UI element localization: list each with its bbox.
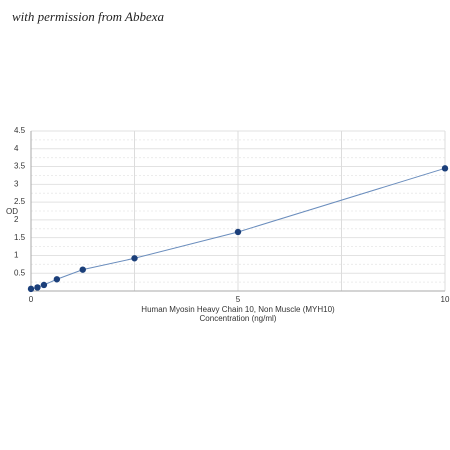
x-axis-label: Concentration (ng/ml): [200, 314, 277, 323]
point: [234, 228, 242, 236]
point: [441, 165, 449, 172]
y-tick-label: 3: [14, 179, 19, 188]
y-tick-label: 2: [14, 215, 19, 224]
point: [53, 276, 61, 283]
y-tick-label: 2.5: [14, 197, 26, 206]
y-tick-label: 1: [14, 251, 19, 260]
point: [131, 255, 138, 262]
y-tick-label: 4.5: [14, 126, 26, 135]
y-tick-label: 1.5: [14, 233, 26, 242]
point: [40, 281, 48, 289]
x-axis-label: Human Myosin Heavy Chain 10, Non Muscle …: [141, 305, 335, 314]
x-tick-label: 0: [29, 295, 34, 304]
y-tick-label: 0.5: [14, 268, 26, 277]
y-axis-label: OD: [6, 207, 18, 216]
x-tick-label: 5: [236, 295, 241, 304]
y-tick-label: 4: [14, 144, 19, 153]
point: [27, 285, 35, 293]
point: [79, 266, 86, 273]
watermark: with permission from Abbexa: [12, 9, 165, 24]
y-tick-label: 3.5: [14, 162, 26, 171]
x-tick-label: 10: [441, 295, 450, 304]
point: [34, 284, 41, 291]
